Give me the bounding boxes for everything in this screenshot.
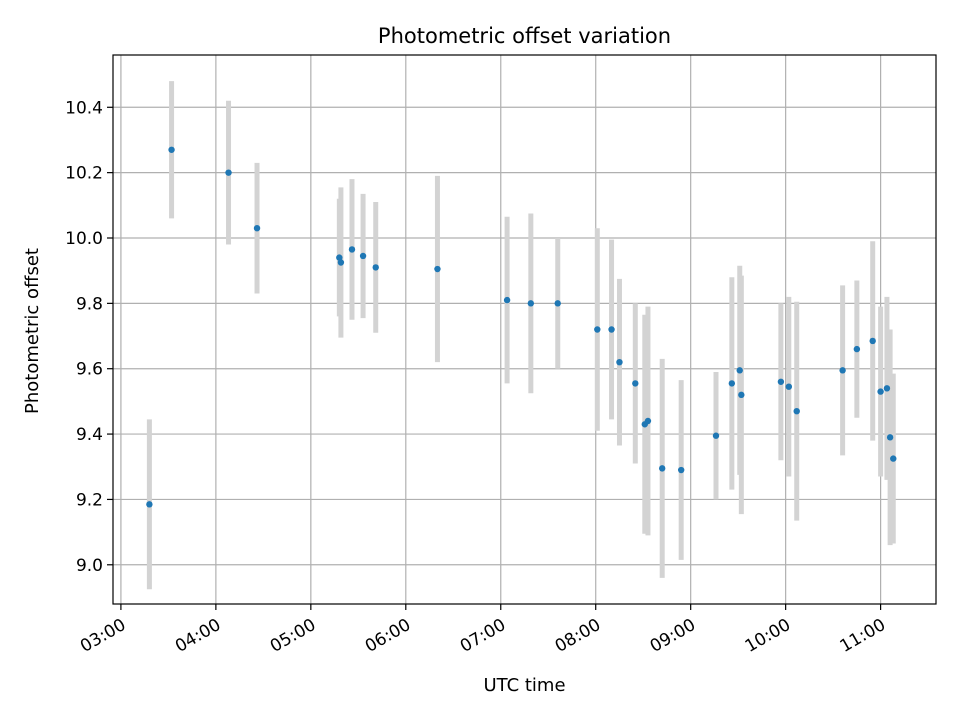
- data-point: [677, 466, 685, 474]
- data-point: [372, 264, 379, 271]
- data-points: [146, 146, 897, 508]
- x-tick-label: 11:00: [837, 615, 889, 657]
- data-point: [883, 385, 891, 392]
- data-point: [736, 367, 743, 374]
- data-point: [658, 465, 666, 472]
- y-tick-label: 10.0: [65, 229, 103, 249]
- data-point: [146, 501, 153, 508]
- data-point: [839, 367, 846, 374]
- data-point: [777, 378, 785, 385]
- chart-title: Photometric offset variation: [378, 24, 671, 48]
- x-tick-label: 10:00: [742, 615, 794, 657]
- data-point: [348, 246, 356, 253]
- y-tick-label: 9.6: [76, 360, 103, 380]
- data-point: [527, 300, 535, 307]
- x-tick-label: 07:00: [457, 615, 509, 657]
- data-point: [336, 254, 343, 261]
- y-tick-label: 9.4: [76, 425, 103, 445]
- data-point: [253, 224, 261, 232]
- data-point: [738, 391, 745, 399]
- data-point: [434, 265, 441, 273]
- data-point: [793, 407, 800, 415]
- x-tick-label: 09:00: [647, 615, 699, 657]
- y-tick-label: 9.0: [76, 556, 103, 576]
- y-axis-label: Photometric offset: [22, 248, 43, 414]
- data-point: [712, 432, 720, 439]
- y-tick-label: 9.2: [76, 490, 103, 510]
- data-point: [728, 380, 736, 387]
- data-point: [886, 434, 894, 441]
- data-point: [337, 259, 345, 266]
- y-axis-ticks: 9.0 9.2 9.4 9.6 9.8 10.0 10.2 10.4: [65, 98, 113, 576]
- data-point: [869, 337, 876, 345]
- data-point: [359, 252, 367, 260]
- error-bars: [146, 81, 896, 590]
- data-point: [785, 383, 793, 390]
- data-point: [644, 417, 652, 425]
- x-tick-label: 03:00: [77, 615, 129, 657]
- x-tick-label: 04:00: [172, 615, 224, 657]
- data-point: [225, 169, 232, 176]
- data-point: [594, 326, 601, 333]
- y-tick-label: 10.2: [65, 164, 103, 184]
- x-tick-label: 06:00: [362, 615, 414, 657]
- data-point: [853, 345, 861, 353]
- data-point: [554, 300, 561, 307]
- x-tick-label: 08:00: [552, 615, 604, 657]
- x-axis-label: UTC time: [483, 675, 565, 696]
- x-axis-ticks: 03:00 04:00 05:00 06:00 07:00 08:00 09:00 10:00…: [77, 604, 889, 657]
- data-point: [877, 388, 884, 395]
- data-point: [503, 296, 511, 304]
- y-tick-label: 10.4: [65, 98, 103, 118]
- y-tick-label: 9.8: [76, 294, 103, 314]
- grid-lines: [113, 55, 936, 604]
- plot-frame: [112, 54, 937, 605]
- data-point: [616, 358, 623, 366]
- data-point: [608, 326, 615, 333]
- data-point: [168, 146, 175, 153]
- x-tick-label: 05:00: [267, 615, 319, 657]
- data-point: [890, 455, 897, 462]
- data-point: [632, 380, 639, 387]
